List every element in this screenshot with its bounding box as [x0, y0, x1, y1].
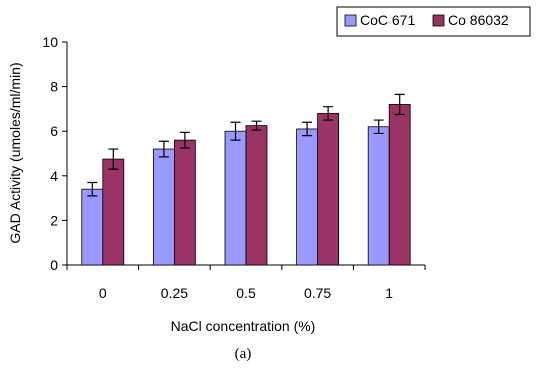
y-tick-label-10: 10 — [42, 34, 58, 50]
y-axis-title: GAD Activity (umoles/ml/min) — [7, 62, 23, 243]
y-tick-label-4: 4 — [50, 168, 58, 184]
bar-co-86032-0 — [102, 158, 125, 266]
legend-label-co-86032: Co 86032 — [448, 12, 509, 28]
x-axis-title: NaCl concentration (%) — [171, 318, 316, 334]
x-tick-label-1: 1 — [385, 285, 393, 301]
error-bar-coc-671-1 — [373, 119, 384, 135]
bar-coc-671-0 — [81, 188, 104, 266]
bar-co-86032-0-75 — [317, 112, 340, 266]
y-tick-label-8: 8 — [50, 79, 58, 95]
y-tick-label-0: 0 — [50, 257, 58, 273]
legend-swatch-co-86032 — [432, 14, 445, 27]
bar-coc-671-1 — [367, 126, 390, 266]
bar-coc-671-0-25 — [152, 148, 175, 266]
error-bar-coc-671-0-75 — [302, 121, 313, 137]
figure-caption: (a) — [235, 346, 252, 362]
legend: CoC 671 Co 86032 — [336, 6, 531, 37]
legend-label-coc-671: CoC 671 — [360, 12, 415, 28]
plot-area: 0 2 4 6 8 10 0 0.25 0.5 0.75 1 — [42, 34, 426, 301]
error-bar-co-86032-0-5 — [251, 120, 262, 131]
error-bar-coc-671-0-5 — [230, 121, 241, 141]
error-bar-co-86032-0-75 — [323, 106, 334, 121]
x-tick-label-0: 0 — [99, 285, 107, 301]
bar-coc-671-0-5 — [224, 130, 247, 266]
bar-coc-671-0-75 — [296, 128, 319, 266]
x-tick-label-0-5: 0.5 — [236, 285, 256, 301]
error-bar-coc-671-0 — [87, 181, 98, 197]
x-tick-label-0-25: 0.25 — [161, 285, 188, 301]
y-tick-label-6: 6 — [50, 123, 58, 139]
bar-co-86032-0-5 — [245, 125, 268, 266]
bar-co-86032-0-25 — [173, 139, 196, 266]
error-bar-coc-671-0-25 — [158, 140, 169, 158]
error-bar-co-86032-0 — [108, 148, 119, 170]
error-bar-co-86032-1 — [394, 93, 405, 116]
x-tick-label-0-75: 0.75 — [304, 285, 331, 301]
error-bar-co-86032-0-25 — [179, 131, 190, 149]
legend-swatch-coc-671 — [344, 14, 357, 27]
y-tick-label-2: 2 — [50, 212, 58, 228]
bar-co-86032-1 — [388, 104, 411, 266]
